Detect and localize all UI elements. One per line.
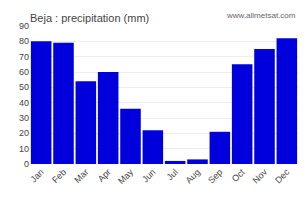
svg-text:www.allmetsat.com: www.allmetsat.com (226, 11, 296, 20)
svg-text:Feb: Feb (50, 167, 68, 185)
svg-text:80: 80 (19, 36, 29, 46)
svg-text:0: 0 (24, 159, 29, 169)
svg-text:Beja : precipitation (mm): Beja : precipitation (mm) (30, 12, 149, 24)
svg-text:Apr: Apr (96, 167, 113, 184)
svg-text:50: 50 (19, 82, 29, 92)
svg-text:Nov: Nov (251, 167, 270, 186)
svg-text:Sep: Sep (206, 167, 224, 185)
svg-text:Jul: Jul (165, 167, 180, 182)
svg-text:May: May (116, 167, 135, 186)
svg-text:60: 60 (19, 67, 29, 77)
svg-text:Dec: Dec (273, 167, 292, 186)
svg-text:20: 20 (19, 128, 29, 138)
svg-text:40: 40 (19, 98, 29, 108)
svg-text:Jun: Jun (140, 167, 157, 184)
svg-text:Aug: Aug (184, 167, 202, 185)
svg-text:Oct: Oct (230, 167, 247, 184)
svg-text:70: 70 (19, 52, 29, 62)
svg-text:Jan: Jan (28, 167, 45, 184)
svg-text:90: 90 (19, 21, 29, 31)
svg-text:30: 30 (19, 113, 29, 123)
svg-text:10: 10 (19, 144, 29, 154)
svg-text:Mar: Mar (72, 167, 90, 185)
